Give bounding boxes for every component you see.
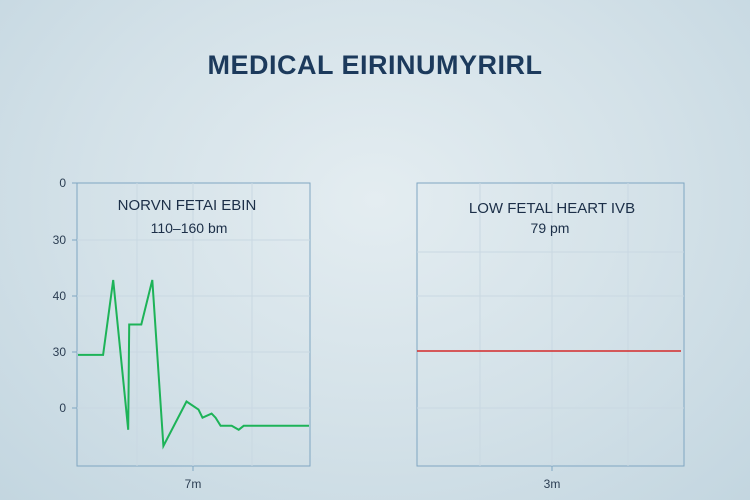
left-x-axis: 7m: [185, 466, 202, 491]
right-chart-grid: [417, 183, 684, 466]
left-x-tick-label: 7m: [185, 477, 202, 491]
right-x-tick-label: 3m: [544, 477, 561, 491]
left-panel-subtitle: 110–160 bm: [151, 220, 228, 236]
page-title: MEDICAL ЕIRINUMYRIRL: [207, 50, 543, 80]
left-y-tick-label: 30: [53, 233, 67, 247]
left-series-group: [78, 279, 309, 450]
left-y-tick-label: 40: [53, 289, 67, 303]
right-x-axis: 3m: [544, 466, 561, 491]
right-chart-frame: [416, 182, 685, 467]
right-chart: LOW FETAL HEART IVB 79 рm 3m: [416, 182, 685, 491]
right-panel-subtitle: 79 рm: [531, 220, 570, 236]
right-panel-title: LOW FETAL HEART IVB: [469, 200, 635, 217]
left-y-tick-label: 0: [59, 176, 66, 190]
left-y-axis: 0 30 40 30 0: [53, 176, 77, 415]
left-series-line-0: [78, 279, 309, 450]
left-y-tick-label: 30: [53, 345, 67, 359]
left-y-tick-label: 0: [59, 401, 66, 415]
left-panel-title: NORVN FETAI EBIN: [118, 197, 257, 214]
left-chart: NORVN FETAI EBIN 110–160 bm 0 30 40 30 0 7m: [53, 176, 311, 491]
